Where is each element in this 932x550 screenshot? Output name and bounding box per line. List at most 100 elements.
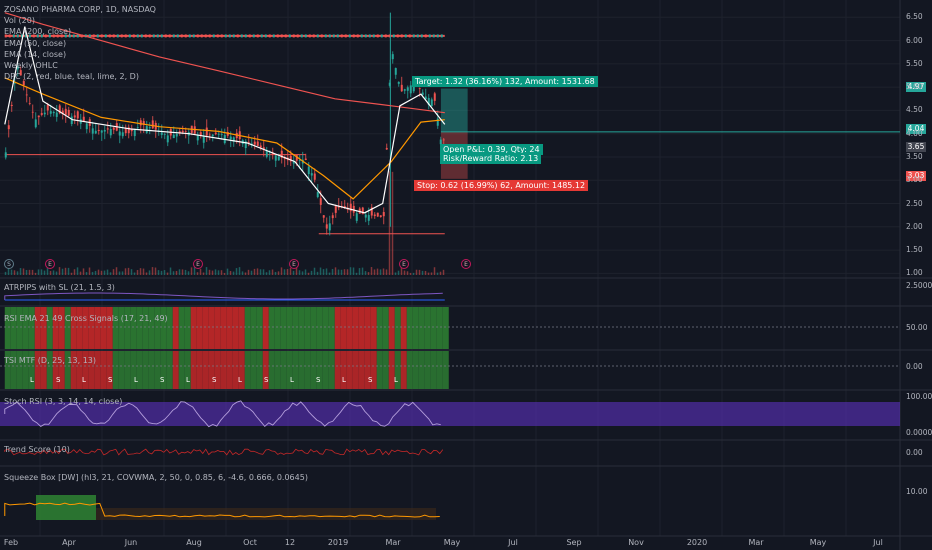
target-tag[interactable]: Target: 1.32 (36.16%) 132, Amount: 1531.… (412, 76, 598, 87)
volume-bar (49, 270, 52, 275)
level-marker (308, 34, 311, 38)
candle-body (97, 129, 100, 131)
level-marker (432, 34, 435, 38)
level-marker (192, 34, 195, 38)
level-marker (328, 34, 331, 38)
earnings-event-icon[interactable]: E (289, 259, 299, 269)
time-axis-label: Jul (873, 538, 883, 547)
earnings-event-icon[interactable]: E (461, 259, 471, 269)
rsi-ema-block (142, 307, 149, 349)
level-marker (8, 34, 11, 38)
volume-bar (211, 270, 214, 275)
candle-body (226, 132, 229, 136)
rsi-ema-block (178, 307, 185, 349)
level-marker (352, 34, 355, 38)
rsi-ema-block (250, 307, 257, 349)
candle-body (85, 123, 88, 130)
level-marker (316, 34, 319, 38)
volume-bar (322, 269, 325, 275)
level-marker (292, 34, 295, 38)
volume-bar (340, 269, 343, 275)
tsi-block (10, 351, 17, 389)
volume-bar (304, 269, 307, 275)
volume-bar (385, 269, 388, 275)
volume-bar (130, 269, 133, 275)
candle-body (307, 166, 310, 175)
tsi-signal: L (30, 376, 34, 384)
level-marker (228, 34, 231, 38)
candle-body (73, 115, 76, 118)
candle-body (316, 192, 319, 198)
tsi-block (76, 351, 83, 389)
tsi-block (4, 351, 11, 389)
earnings-event-icon[interactable]: E (193, 259, 203, 269)
volume-bar (100, 270, 103, 275)
tsi-block (244, 351, 251, 389)
level-marker (216, 34, 219, 38)
volume-bar (37, 269, 40, 275)
volume-bar (67, 267, 70, 275)
tsi-signal: S (108, 376, 113, 384)
price-axis-tick: 6.00 (906, 35, 923, 45)
volume-bar (373, 269, 376, 275)
tsi-signal: L (394, 376, 398, 384)
rsi-ema-block (328, 307, 335, 349)
tsi-block (112, 351, 119, 389)
candle-body (208, 134, 211, 136)
rsi-ema-block (124, 307, 131, 349)
candle-body (130, 128, 133, 132)
volume-bar (298, 270, 301, 275)
price-axis-tick: 2.00 (906, 221, 923, 231)
risk-reward-tag[interactable]: Risk/Reward Ratio: 2.13 (440, 153, 542, 164)
candle-body (61, 110, 64, 115)
volume-bar (142, 268, 145, 275)
candle-body (439, 139, 442, 145)
candle-body (40, 113, 43, 115)
candle-body (37, 115, 40, 118)
rsi-ema-block (400, 307, 407, 349)
volume-bar (361, 267, 364, 275)
volume-bar (184, 269, 187, 275)
candle-body (277, 156, 280, 161)
volume-bar (73, 269, 76, 275)
tsi-block (142, 351, 149, 389)
level-marker (240, 34, 243, 38)
candle-body (304, 158, 307, 160)
pane-label-rsi-ema: RSI EMA 21 49 Cross Signals (17, 21, 49) (4, 314, 168, 323)
candle-body (142, 121, 145, 125)
level-marker (16, 34, 19, 38)
volume-bar (76, 267, 79, 275)
earnings-event-icon[interactable]: E (399, 259, 409, 269)
volume-bar (355, 272, 358, 275)
volume-bar (376, 268, 379, 275)
volume-bar (109, 272, 112, 275)
rsi-ema-block (280, 307, 287, 349)
level-marker (108, 34, 111, 38)
tsi-block (262, 351, 269, 389)
level-marker (376, 34, 379, 38)
volume-bar (70, 272, 73, 275)
rsi-ema-block (238, 307, 245, 349)
candle-body (52, 111, 55, 114)
volume-bar (4, 271, 7, 275)
level-marker (396, 34, 399, 38)
volume-bar (424, 270, 427, 275)
candle-body (397, 81, 400, 84)
earnings-event-icon[interactable]: E (45, 259, 55, 269)
split-event-icon[interactable]: S (4, 259, 14, 269)
pnl-tag[interactable]: Open P&L: 0.39, Qty: 24 (440, 144, 543, 155)
level-marker (36, 34, 39, 38)
rsi-ema-block (232, 307, 239, 349)
time-axis-label: Aug (186, 538, 202, 547)
level-marker (32, 34, 35, 38)
rsi-ema-block (40, 307, 47, 349)
volume-bar (250, 270, 253, 275)
level-marker (236, 34, 239, 38)
rsi-ema-block (424, 307, 431, 349)
volume-bar (112, 269, 115, 275)
candle-body (292, 161, 295, 164)
stop-tag[interactable]: Stop: 0.62 (16.99%) 62, Amount: 1485.12 (414, 180, 589, 191)
level-marker (120, 34, 123, 38)
volume-bar (343, 269, 346, 275)
